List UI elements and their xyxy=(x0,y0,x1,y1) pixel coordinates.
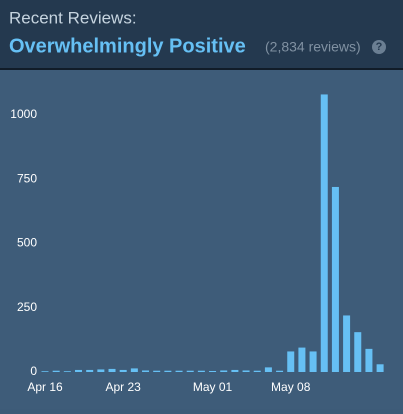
bar xyxy=(276,370,284,372)
bar xyxy=(75,369,83,372)
bar xyxy=(376,364,384,372)
header-divider xyxy=(0,68,403,70)
bar xyxy=(164,370,172,372)
bar xyxy=(264,367,272,372)
bar xyxy=(253,370,261,372)
bar xyxy=(130,368,138,372)
bar xyxy=(197,370,205,372)
x-tick-label: Apr 16 xyxy=(27,380,63,394)
bar xyxy=(142,370,150,372)
x-tick-label: May 01 xyxy=(193,380,233,394)
bar xyxy=(153,370,161,372)
bar xyxy=(52,370,60,372)
bar xyxy=(320,94,328,372)
bar xyxy=(242,370,250,372)
help-icon-text[interactable]: ? xyxy=(376,41,383,53)
bar xyxy=(231,369,239,372)
help-icon[interactable] xyxy=(372,40,386,54)
bar xyxy=(175,370,183,372)
rating: Overwhelmingly Positive xyxy=(9,35,246,57)
bar xyxy=(63,371,71,372)
bar xyxy=(209,370,217,372)
y-tick-label: 750 xyxy=(17,171,37,185)
bar xyxy=(97,369,105,372)
header-bg xyxy=(0,0,403,68)
y-tick-label: 500 xyxy=(17,236,37,250)
y-tick-label: 0 xyxy=(30,364,37,378)
x-tick-label: Apr 23 xyxy=(106,380,142,394)
review-count: (2,834 reviews) xyxy=(265,39,361,55)
bar xyxy=(343,315,351,372)
y-tick-label: 1000 xyxy=(10,107,37,121)
bar xyxy=(365,348,373,372)
bar xyxy=(86,369,94,372)
bar xyxy=(298,347,306,372)
y-tick-label: 250 xyxy=(17,300,37,314)
x-tick-label: May 08 xyxy=(271,380,311,394)
plot-bg xyxy=(0,70,403,409)
bar xyxy=(220,370,228,372)
bar xyxy=(41,371,49,372)
bar xyxy=(309,351,317,372)
bar xyxy=(331,186,339,372)
bar xyxy=(119,369,127,372)
bar xyxy=(108,368,116,372)
bar xyxy=(287,351,295,372)
bar xyxy=(354,332,362,372)
bar xyxy=(186,370,194,372)
header-label: Recent Reviews: xyxy=(9,8,137,27)
